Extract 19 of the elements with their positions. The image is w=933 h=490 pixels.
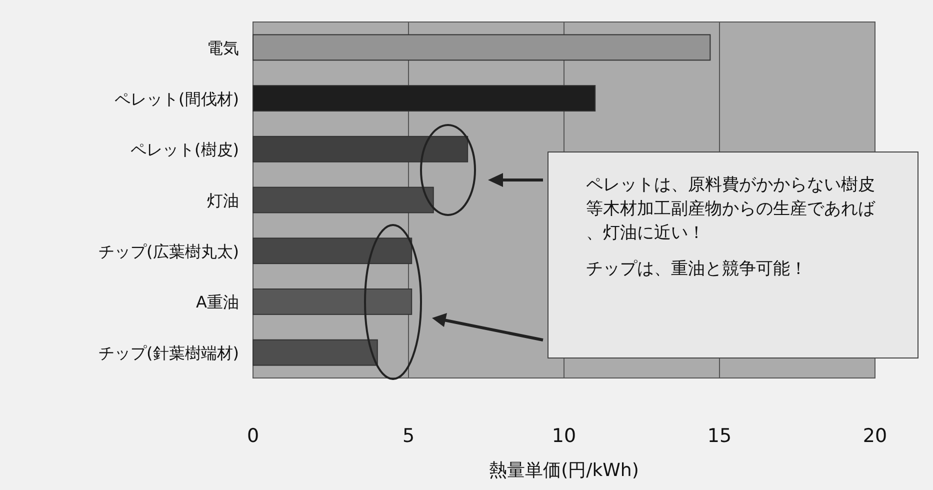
annotation: チップは、重油と競争可能！ — [586, 259, 807, 279]
x-tick-label: 15 — [707, 425, 732, 447]
x-tick-label: 20 — [862, 425, 888, 447]
y-tick-label: A重油 — [196, 292, 239, 312]
x-axis-title: 熱量単価(円/kWh) — [489, 460, 639, 481]
y-tick-label: チップ(広葉樹丸太) — [98, 242, 239, 261]
x-tick-label: 5 — [402, 425, 415, 447]
y-tick-label: チップ(針葉樹端材) — [98, 344, 239, 363]
annotation: ペレットは、原料費がかからない樹皮等木材加工副産物からの生産であれば、灯油に近い！ — [586, 175, 876, 243]
y-tick-label: 灯油 — [207, 191, 239, 210]
bar — [252, 136, 468, 162]
y-tick-label: ペレット(間伐材) — [114, 89, 239, 108]
x-tick-label: 0 — [246, 425, 260, 447]
bar — [252, 34, 711, 61]
bar — [252, 238, 412, 264]
bar — [252, 85, 596, 112]
y-tick-label: 電気 — [207, 38, 239, 58]
x-tick-label: 10 — [552, 425, 576, 447]
y-tick-label: ペレット(樹皮) — [130, 140, 239, 160]
